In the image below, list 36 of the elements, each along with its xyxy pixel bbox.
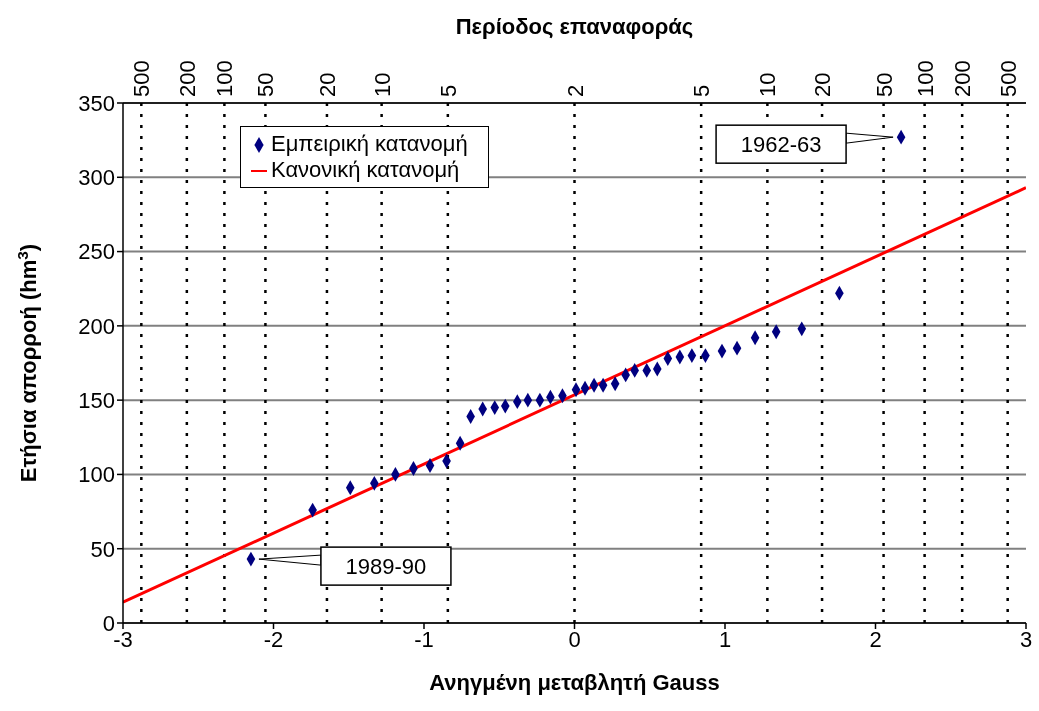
annotation: 1989-90 bbox=[345, 554, 427, 580]
x-tick-label: 0 bbox=[568, 626, 581, 652]
text: 20 bbox=[314, 72, 340, 97]
x-tick-label: 2 bbox=[869, 626, 882, 652]
annotation: 1962-63 bbox=[740, 132, 822, 158]
y-tick-label: 0 bbox=[102, 610, 115, 636]
y-tick-label: 350 bbox=[78, 90, 115, 116]
text: 500 bbox=[129, 60, 155, 97]
y-tick-label: 300 bbox=[78, 165, 115, 191]
x-tick-label: -1 bbox=[414, 626, 434, 652]
x-tick-label: -3 bbox=[113, 626, 133, 652]
x-tick-label: 3 bbox=[1019, 626, 1033, 652]
text: 500 bbox=[995, 60, 1021, 97]
x-axis-title: Ανηγμένη μεταβλητή Gauss bbox=[429, 670, 720, 695]
legend-label: Εμπειρική κατανομή bbox=[271, 131, 468, 156]
text: 50 bbox=[871, 72, 897, 97]
text: 100 bbox=[212, 60, 238, 97]
y-tick-label: 250 bbox=[78, 239, 115, 265]
y-tick-label: 150 bbox=[78, 387, 115, 413]
text: 5 bbox=[435, 84, 461, 97]
text: 20 bbox=[810, 72, 836, 97]
y-tick-label: 200 bbox=[78, 313, 115, 339]
text: 2 bbox=[562, 84, 588, 97]
text: 5 bbox=[689, 84, 715, 97]
y-tick-label: 50 bbox=[90, 536, 115, 562]
legend-label: Κανονική κατανομή bbox=[271, 157, 460, 182]
x-tick-label: 1 bbox=[718, 626, 732, 652]
x-tick-label: -2 bbox=[263, 626, 284, 652]
text: 50 bbox=[253, 72, 279, 97]
y-tick-label: 100 bbox=[78, 462, 115, 488]
text: 10 bbox=[755, 72, 781, 97]
x2-axis-title: Περίοδος επαναφοράς bbox=[455, 13, 694, 39]
text: 200 bbox=[174, 60, 200, 97]
text: 100 bbox=[912, 60, 938, 97]
text: 200 bbox=[950, 60, 976, 97]
text: 10 bbox=[369, 72, 395, 97]
